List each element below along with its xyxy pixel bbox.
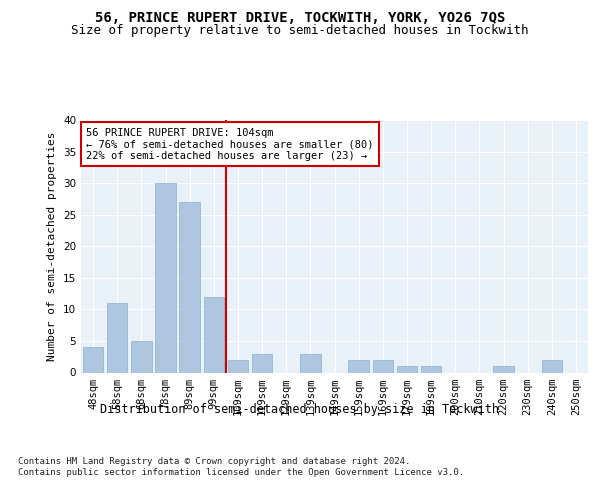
Text: 56, PRINCE RUPERT DRIVE, TOCKWITH, YORK, YO26 7QS: 56, PRINCE RUPERT DRIVE, TOCKWITH, YORK,…	[95, 12, 505, 26]
Bar	[300, 354, 320, 372]
Text: Distribution of semi-detached houses by size in Tockwith: Distribution of semi-detached houses by …	[101, 402, 499, 415]
Bar	[227, 360, 248, 372]
Bar	[83, 347, 103, 372]
Y-axis label: Number of semi-detached properties: Number of semi-detached properties	[47, 132, 58, 361]
Bar	[542, 360, 562, 372]
Bar	[421, 366, 442, 372]
Bar	[155, 183, 176, 372]
Bar	[107, 303, 127, 372]
Text: Contains HM Land Registry data © Crown copyright and database right 2024.
Contai: Contains HM Land Registry data © Crown c…	[18, 458, 464, 477]
Bar	[397, 366, 417, 372]
Bar	[203, 296, 224, 372]
Bar	[493, 366, 514, 372]
Bar	[252, 354, 272, 372]
Bar	[179, 202, 200, 372]
Bar	[349, 360, 369, 372]
Bar	[131, 341, 152, 372]
Text: Size of property relative to semi-detached houses in Tockwith: Size of property relative to semi-detach…	[71, 24, 529, 37]
Text: 56 PRINCE RUPERT DRIVE: 104sqm
← 76% of semi-detached houses are smaller (80)
22: 56 PRINCE RUPERT DRIVE: 104sqm ← 76% of …	[86, 128, 374, 161]
Bar	[373, 360, 393, 372]
